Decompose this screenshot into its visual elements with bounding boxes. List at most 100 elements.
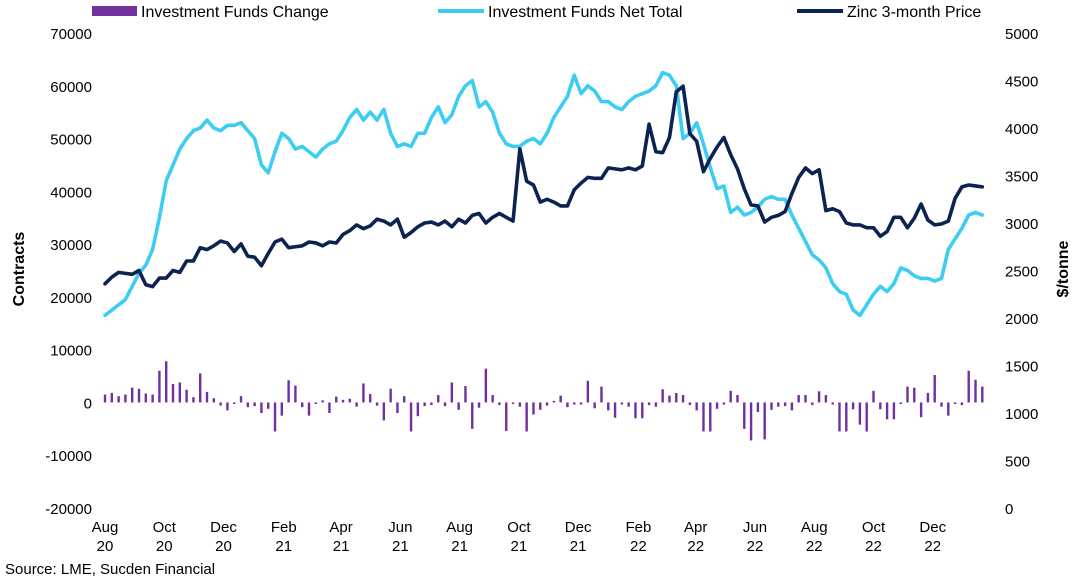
bar-investment-funds-change [851,402,855,410]
bar-investment-funds-change [545,402,549,406]
bar-investment-funds-change [817,391,821,403]
bar-investment-funds-change [743,402,746,429]
bar-investment-funds-change [341,399,345,403]
bar-investment-funds-change [437,395,440,403]
bar-investment-funds-change [831,402,834,405]
bar-investment-funds-change [117,396,120,403]
bar-investment-funds-change [790,402,794,411]
bar-investment-funds-change [260,402,263,413]
bar-investment-funds-change [879,402,882,410]
y-left-tick-label: -10000 [45,448,92,465]
bar-investment-funds-change [926,392,930,403]
bar-investment-funds-change [947,402,950,416]
x-tick-label: Aug 22 [801,519,828,555]
legend: Investment Funds Change Investment Funds … [92,4,981,21]
bar-investment-funds-change [409,402,413,432]
bar-investment-funds-change [981,386,984,403]
bar-investment-funds-change [967,370,970,403]
bar-investment-funds-change [525,402,528,432]
bar-investment-funds-change [151,394,154,403]
y-right-tick-label: 3000 [1005,216,1038,233]
bar-investment-funds-change [804,395,807,403]
bar-investment-funds-change [838,402,841,432]
bar-investment-funds-change [654,402,658,407]
bar-investment-funds-change [845,402,848,432]
bar-investment-funds-change [423,402,426,407]
bar-investment-funds-change [505,402,508,431]
bar-investment-funds-change [226,402,229,411]
bar-investment-funds-change [389,388,392,403]
bar-investment-funds-change [178,382,182,403]
bar-investment-funds-change [783,402,787,407]
bar-investment-funds-change [885,402,889,420]
bar-investment-funds-change [273,402,277,432]
bar-investment-funds-change [552,400,556,403]
bar-investment-funds-change [675,392,678,403]
bar-investment-funds-change [307,402,311,416]
bar-investment-funds-change [729,390,732,403]
bar-investment-funds-change [103,394,107,403]
x-tick-label: Dec 22 [919,519,946,555]
x-tick-label: Oct 22 [862,519,886,555]
bar-investment-funds-change [124,394,127,403]
bar-investment-funds-change [613,402,617,418]
y-right-tick-label: 4500 [1005,74,1038,91]
bar-investment-funds-change [396,402,399,413]
bar-investment-funds-change [491,395,494,403]
line-series-group [103,70,985,318]
bar-investment-funds-change [518,402,522,407]
bar-investment-funds-change [797,395,800,403]
x-tick-label: Dec 20 [210,519,237,555]
bar-investment-funds-change [940,402,943,407]
bar-investment-funds-change [641,402,644,419]
bar-investment-funds-change [253,402,256,407]
x-tick-label: Feb 21 [271,519,297,555]
bar-investment-funds-change [736,395,739,403]
x-tick-label: Oct 21 [507,519,531,555]
bar-investment-funds-change [335,396,338,403]
bar-investment-funds-change [144,393,148,403]
y-right-tick-label: 4000 [1005,121,1038,138]
bar-investment-funds-change [355,402,358,407]
bar-investment-funds-change [688,402,692,406]
bar-investment-funds-change [158,370,161,403]
bar-investment-funds-change [348,398,352,403]
y-axis-right-title: $/tonne [1055,240,1072,297]
bar-investment-funds-change [375,402,379,406]
bar-investment-funds-change [233,402,236,405]
legend-swatch-investment-funds-change [92,6,137,16]
bar-investment-funds-change [865,402,868,432]
x-tick-label: Jun 21 [388,519,412,555]
bar-series-investment-funds-change [103,361,984,441]
x-tick-label: Aug 20 [92,519,119,555]
chart-svg: Investment Funds Change Investment Funds … [11,4,1072,555]
legend-label-investment-funds-change: Investment Funds Change [141,4,329,21]
bar-investment-funds-change [212,398,216,403]
bar-investment-funds-change [777,402,780,407]
y-right-tick-label: 0 [1005,501,1013,518]
x-tick-label: Apr 21 [329,519,352,555]
bar-investment-funds-change [239,396,243,403]
bar-investment-funds-change [960,402,964,406]
bar-investment-funds-change [450,382,454,403]
bar-investment-funds-change [301,402,304,408]
bar-investment-funds-change [913,387,916,403]
bar-investment-funds-change [280,402,284,416]
bar-investment-funds-change [695,402,698,411]
bar-investment-funds-change [314,402,318,405]
bar-investment-funds-change [919,402,923,418]
y-left-tick-label: 40000 [50,184,92,201]
bar-investment-funds-change [634,402,637,419]
bar-investment-funds-change [811,402,814,406]
bar-investment-funds-change [559,395,562,403]
bar-investment-funds-change [661,389,664,403]
bar-investment-funds-change [321,400,324,403]
bar-investment-funds-change [219,402,222,406]
y-left-tick-label: 60000 [50,79,92,96]
bar-investment-funds-change [382,402,386,421]
bar-investment-funds-change [362,383,365,403]
line-investment-funds-net-total [103,70,985,318]
bar-investment-funds-change [464,386,467,403]
bar-investment-funds-change [593,402,596,409]
bar-investment-funds-change [484,368,488,403]
